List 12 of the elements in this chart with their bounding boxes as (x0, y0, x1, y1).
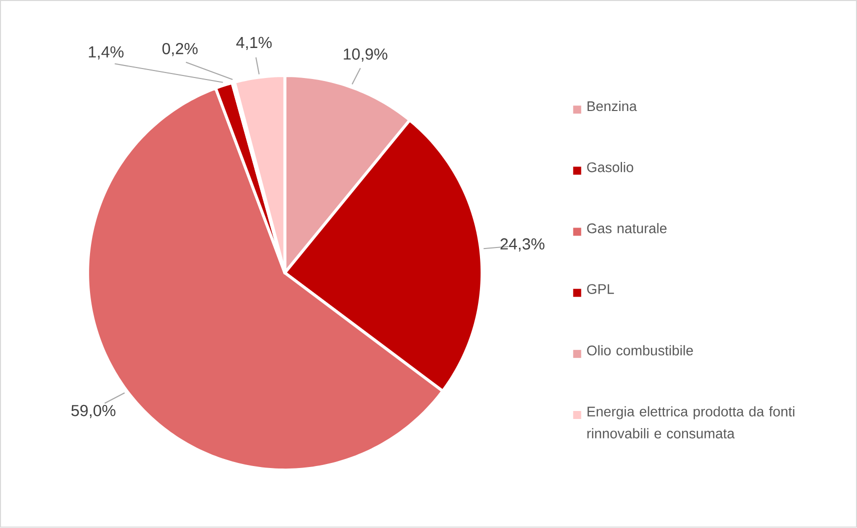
data-label: 0,2% (162, 43, 198, 56)
data-label: 4,1% (236, 37, 272, 50)
legend-label: Energia elettrica prodotta da fonti rinnovabili e consumata (587, 406, 794, 439)
legend-label: Olio combustibile (587, 345, 693, 356)
legend-label: GPL (587, 284, 614, 294)
data-label: 59,0% (71, 405, 116, 418)
legend-label: Gas naturale (587, 223, 667, 234)
legend-label: Benzina (588, 101, 637, 112)
data-label: 1,4% (88, 46, 124, 60)
legend-label: Gasolio (587, 162, 634, 172)
data-label: 24,3% (500, 238, 544, 252)
data-label: 10,9% (344, 48, 388, 62)
